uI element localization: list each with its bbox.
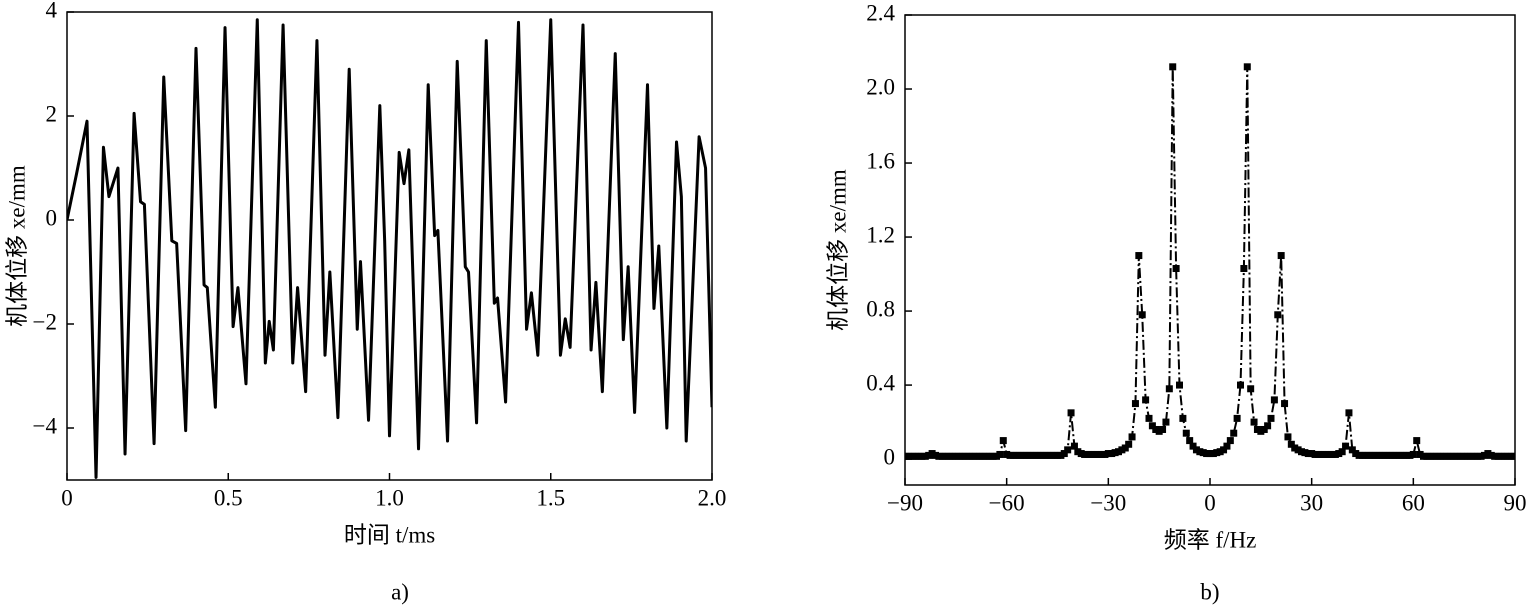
data-point [1264,422,1272,430]
data-point [1223,442,1231,450]
plot-area [905,63,1515,460]
y-axis-label: 机体位移 xe/mm [4,165,29,327]
x-tick-label: 0.5 [214,485,243,510]
y-tick-label: 0 [884,444,896,469]
data-point [999,437,1007,445]
data-point [1220,446,1228,454]
data-point [1135,252,1143,260]
y-tick-label: 1.2 [866,222,895,247]
x-tick-label: 60 [1402,490,1425,515]
data-point [1342,442,1350,450]
data-point [1409,450,1417,458]
data-point [1338,448,1346,456]
data-point [1176,381,1183,389]
y-tick-label: 0 [46,205,58,230]
data-point [1348,446,1356,454]
data-point [1067,409,1075,417]
data-point [1172,265,1180,273]
data-line [905,65,1515,458]
x-axis-label: 频率 f/Hz [1164,527,1257,552]
data-point [1287,440,1295,448]
data-point [1125,440,1133,448]
data-point [1260,425,1268,433]
data-point [996,450,1004,458]
x-tick-label: 30 [1300,490,1323,515]
x-tick-label: −60 [989,490,1025,515]
data-point [1182,429,1190,437]
y-tick-label: 2 [46,101,58,126]
y-axis-label: 机体位移 xe/mm [825,169,850,331]
data-point [1277,252,1285,260]
plot-area [67,18,712,479]
data-point [1145,414,1153,422]
data-point [1230,429,1238,437]
data-point [1243,63,1251,71]
x-axis-label: 时间 t/ms [344,522,435,547]
data-point [1138,311,1146,319]
y-tick-label: −4 [33,413,58,438]
data-point [1070,442,1078,450]
data-point [1267,414,1275,422]
data-point [1121,444,1129,452]
x-tick-label: 1.0 [375,485,404,510]
data-point [1131,400,1139,408]
data-point [1169,63,1177,71]
data-point [1179,414,1187,422]
x-tick-label: 0 [1204,490,1216,515]
axes-frame [904,14,1516,486]
x-tick-label: −90 [887,490,923,515]
subplot: 0 0.5 1.0 1.5 2.0 −4 −2 0 2 4 时间 t/ms 机体位移 xe/mm a) [4,0,726,604]
data-point [1233,414,1241,422]
data-point [1159,425,1167,433]
x-tick-label: −30 [1090,490,1126,515]
data-point [1064,446,1072,454]
data-point [1142,396,1150,404]
data-point [1284,433,1292,441]
data-point [1060,450,1068,458]
data-point [1162,418,1170,426]
y-tick-label: 1.6 [866,148,895,173]
data-point [1128,433,1136,441]
data-point [1250,418,1258,426]
data-point [1165,385,1173,393]
data-line [67,18,712,479]
subplot-caption: b) [1200,579,1219,604]
data-point [1274,311,1282,319]
data-point [1247,385,1255,393]
y-tick-label: 2.0 [866,74,895,99]
y-tick-label: 4 [46,0,58,22]
x-tick-label: 90 [1504,490,1527,515]
y-tick-label: 0.4 [866,370,895,395]
x-tick-label: 0 [61,485,73,510]
data-point [1270,396,1278,404]
data-point [1345,409,1353,417]
data-point [1413,437,1421,445]
data-point [1226,437,1234,445]
x-tick-label: 1.5 [536,485,565,510]
y-tick-label: −2 [33,309,57,334]
data-point [1186,437,1194,445]
data-point [1240,265,1248,273]
data-point [1189,442,1197,450]
data-point [1237,381,1244,389]
data-point [1148,422,1156,430]
data-point [1281,400,1289,408]
subplot: −90 −60 −30 0 30 60 90 0 0.4 0.8 1.2 1.6 2.0 2.4 频率 f/… [825,0,1526,604]
y-tick-label: 2.4 [866,0,895,25]
y-tick-label: 0.8 [866,296,895,321]
subplot-caption: a) [391,579,409,604]
data-point [1511,452,1515,460]
x-tick-label: 2.0 [698,485,727,510]
